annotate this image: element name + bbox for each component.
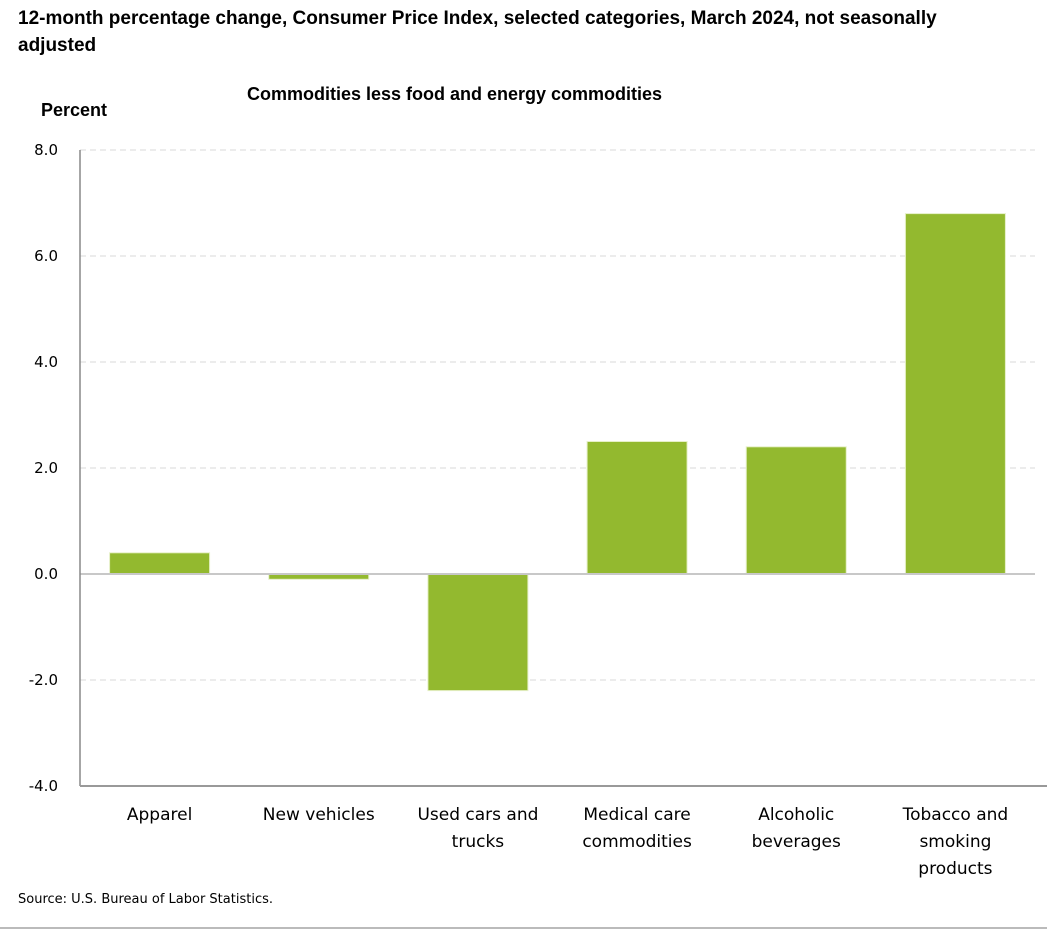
y-tick-label: 0.0 (34, 565, 58, 583)
x-category-label: products (918, 859, 992, 879)
x-category-label: Medical care (583, 805, 690, 825)
y-tick-label: 8.0 (34, 141, 58, 159)
x-category-label: commodities (582, 832, 692, 852)
bar-5 (904, 213, 1006, 575)
bar-0 (109, 552, 211, 575)
x-category-label: Apparel (127, 805, 192, 825)
x-category-label: trucks (452, 832, 505, 852)
y-tick-label: -4.0 (29, 777, 58, 795)
y-tick-label: -2.0 (29, 671, 58, 689)
chart-subtitle: Commodities less food and energy commodi… (246, 84, 663, 104)
bar-2 (427, 573, 529, 692)
y-tick-label: 2.0 (34, 459, 58, 477)
y-tick-label: 6.0 (34, 247, 58, 265)
bar-4 (745, 446, 847, 575)
source-note: Source: U.S. Bureau of Labor Statistics. (18, 892, 273, 907)
x-category-label: smoking (919, 832, 991, 852)
x-category-label: New vehicles (263, 805, 375, 825)
x-category-label: Used cars and (417, 805, 538, 825)
x-category-label: Alcoholic (758, 805, 834, 825)
bar-3 (586, 441, 688, 575)
x-category-label: Tobacco and (902, 805, 1009, 825)
chart-title: 12-month percentage change, Consumer Pri… (18, 8, 937, 56)
y-tick-label: 4.0 (34, 353, 58, 371)
y-axis-label: Percent (41, 100, 108, 120)
bar-chart: 8.0 6.0 4.0 2.0 0.0 -2.0 -4.0 Apparel New vehicl… (29, 141, 1047, 879)
x-category-label: beverages (752, 832, 841, 852)
divider (0, 927, 1047, 929)
